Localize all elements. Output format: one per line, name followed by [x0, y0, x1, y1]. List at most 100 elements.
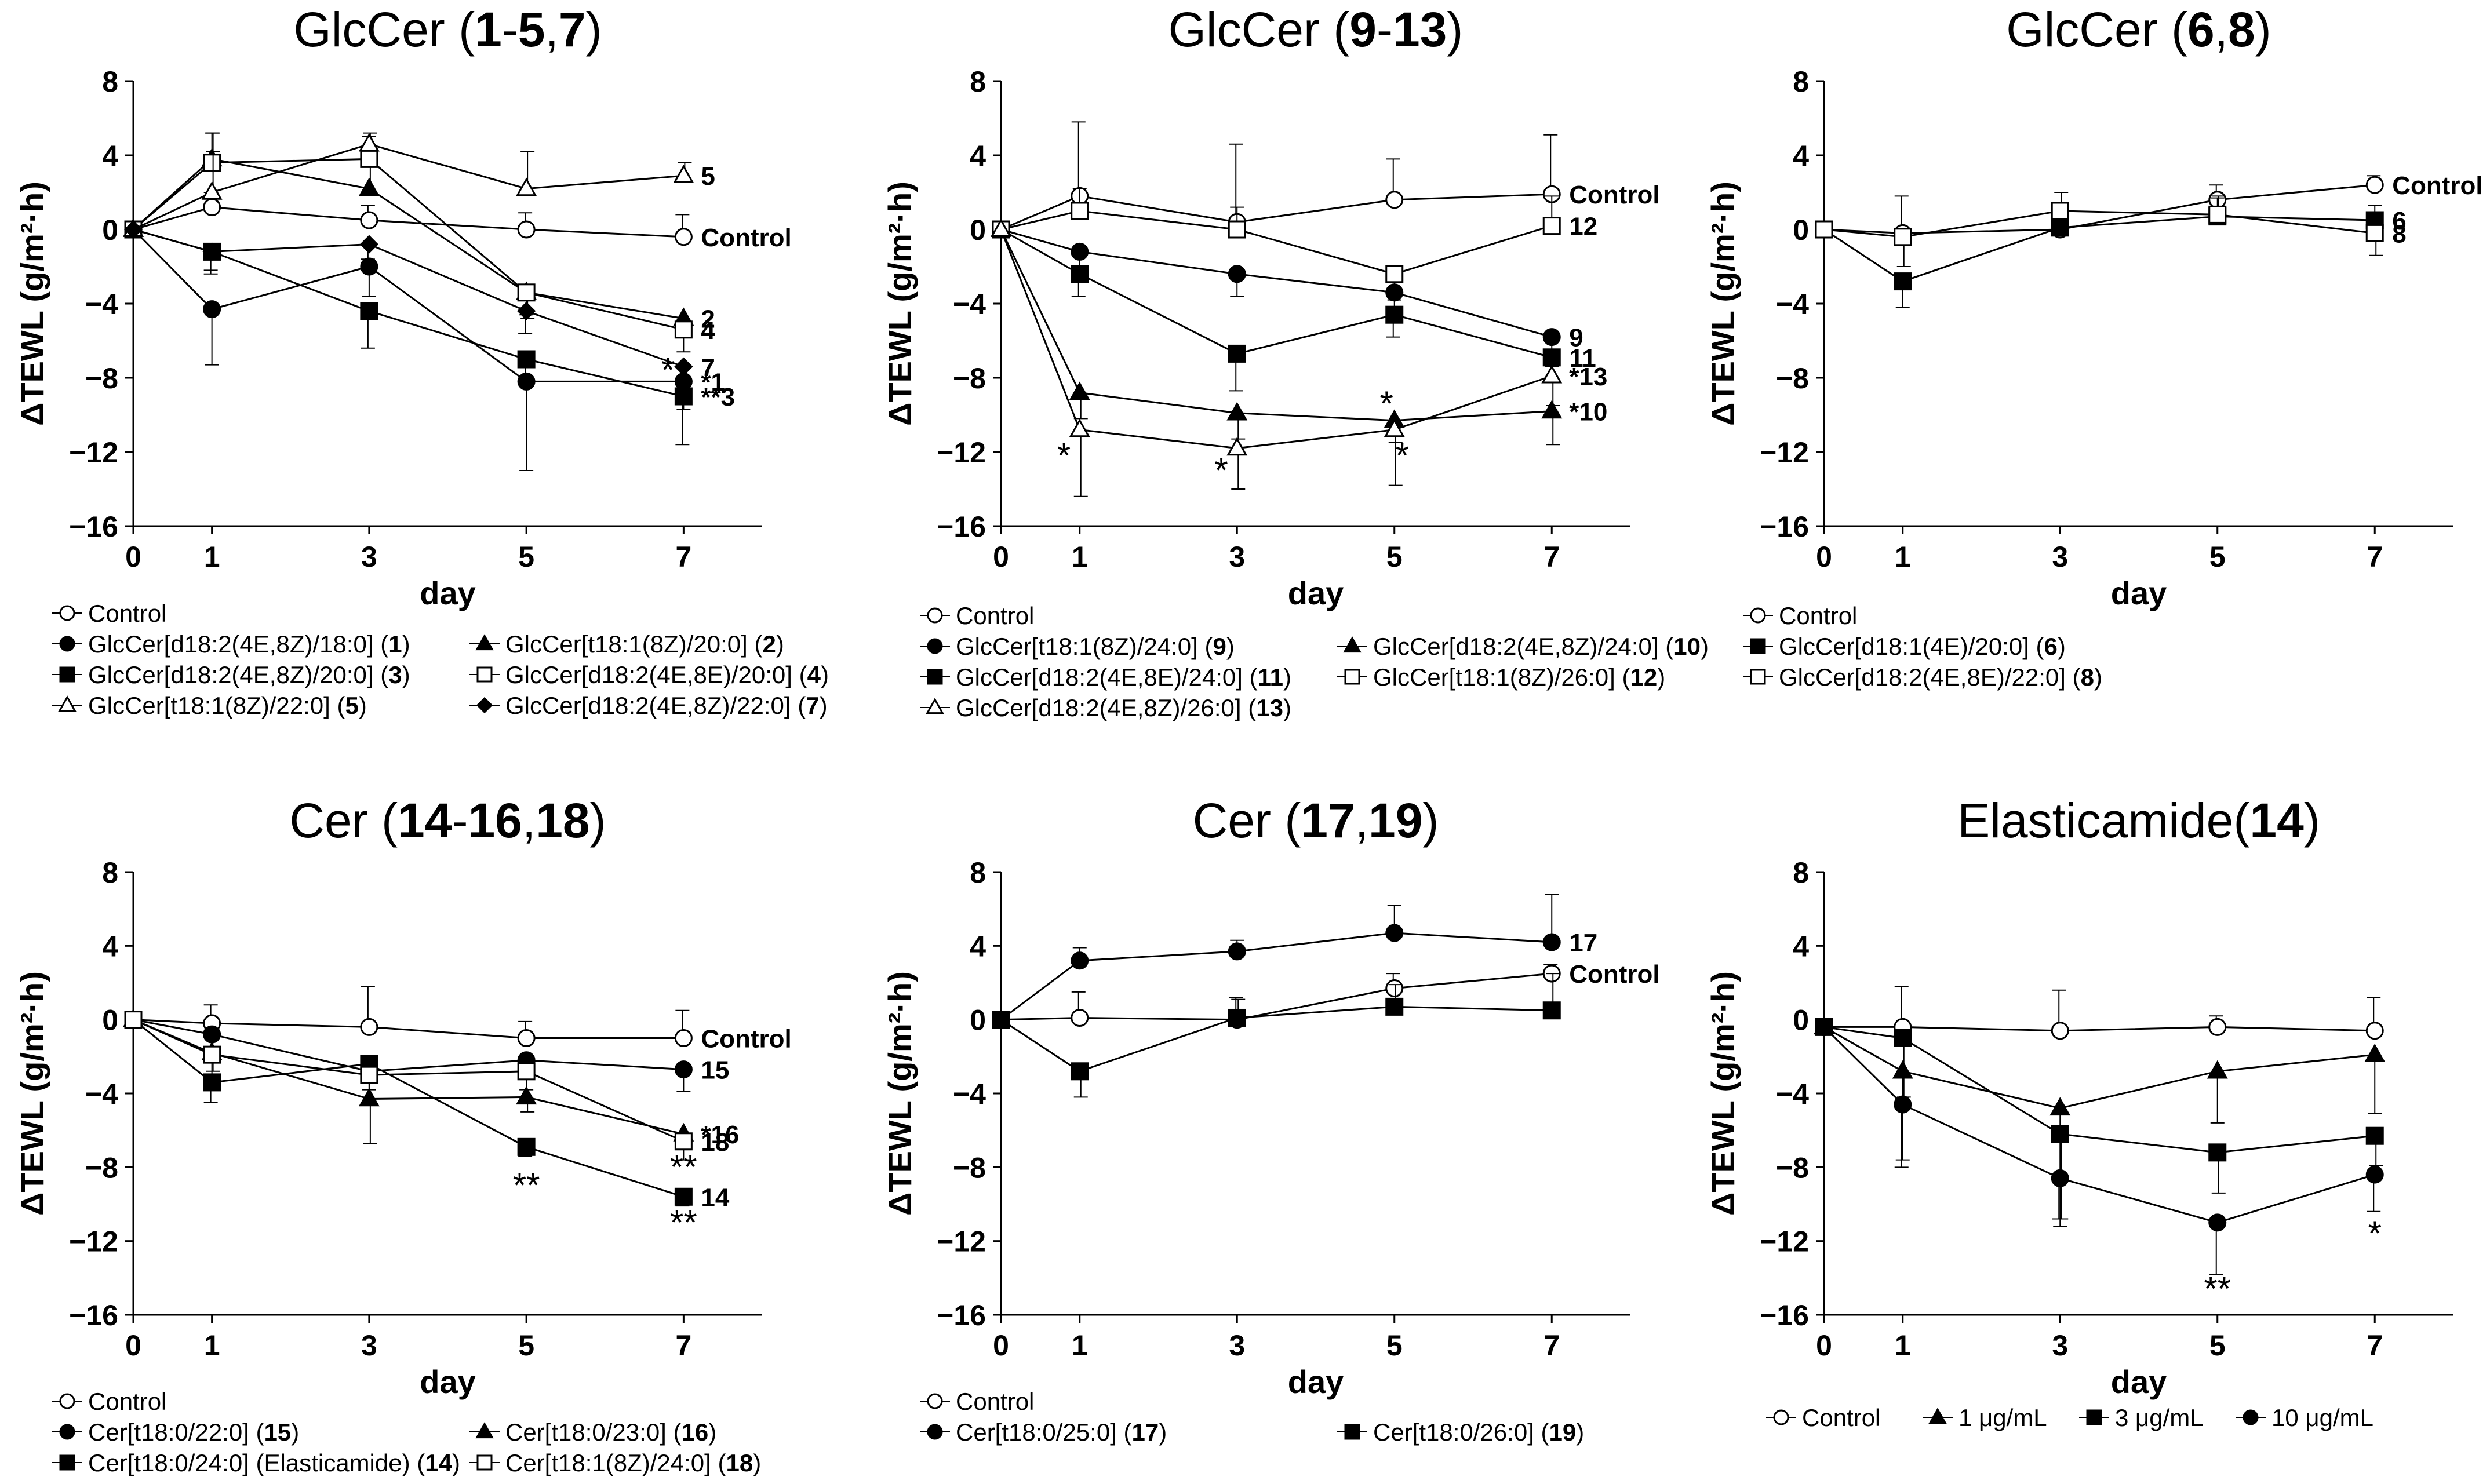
chart-title-text: GlcCer ( — [2006, 2, 2187, 57]
legend-label-text: Cer[t18:0/23:0] — [505, 1419, 667, 1446]
series-Control: Control — [124, 986, 792, 1053]
chart-panel-6: Elasticamide(14)840−4−8−12−160 1 3 5 7dayΔTE… — [1705, 793, 2453, 1431]
data-point — [124, 1011, 143, 1029]
y-tick-label: 0 — [1793, 1004, 1809, 1037]
legend-label-text: 1 μg/mL — [1958, 1404, 2047, 1431]
legend-marker — [59, 1454, 75, 1471]
legend-marker — [927, 638, 943, 654]
legend-label-paren: ( — [374, 630, 389, 658]
legend-marker — [476, 666, 493, 683]
data-point — [1226, 402, 1248, 421]
legend-label: GlcCer[d18:1(4E)/20:0] (6) — [1779, 633, 2066, 660]
legend-label-paren: ) — [2094, 663, 2102, 691]
series-8: 8 — [1815, 192, 2407, 267]
data-point — [201, 181, 223, 200]
legend-label-text: 3 μg/mL — [2115, 1404, 2204, 1431]
data-point — [517, 1062, 536, 1081]
y-tick-label: −8 — [953, 362, 986, 395]
y-tick-label: 4 — [1793, 930, 1809, 962]
legend-compound-number: 10 — [1673, 633, 1701, 660]
legend-label: Control — [956, 602, 1034, 629]
data-point — [2365, 176, 2384, 194]
legend-marker — [1344, 669, 1360, 685]
legend-label-paren: ) — [1283, 694, 1291, 721]
data-point — [1815, 220, 1833, 239]
legend-item: Control — [52, 1388, 166, 1415]
x-axis-label: day — [2111, 575, 2167, 611]
legend-label-paren: ) — [1576, 1419, 1584, 1446]
legend-label: Cer[t18:0/23:0] (16) — [505, 1419, 716, 1446]
chart-title-text: ) — [2255, 2, 2271, 57]
legend-label: Control — [956, 1388, 1034, 1415]
data-point — [2051, 1169, 2069, 1187]
y-tick-label: −16 — [937, 1299, 986, 1332]
legend-label-text: Cer[t18:0/26:0] — [1373, 1419, 1534, 1446]
x-tick-label: 5 — [2209, 541, 2226, 573]
y-tick-label: 4 — [970, 930, 986, 962]
y-axis-label: ΔTEWL (g/m²·h) — [1705, 181, 1741, 426]
legend-marker — [1773, 1409, 1789, 1425]
y-tick-label: 8 — [102, 856, 118, 889]
chart-title-text: GlcCer ( — [1168, 2, 1350, 57]
data-point — [2365, 1126, 2384, 1145]
series-11: 11 — [992, 220, 1596, 392]
legend-label: GlcCer[d18:2(4E,8E)/20:0] (4) — [505, 661, 829, 688]
chart-panel-2: GlcCer (9-13)840−4−8−12−160 1 3 5 7dayΔTEWL … — [882, 2, 1709, 721]
y-axis-label: ΔTEWL (g/m²·h) — [14, 181, 50, 426]
legend-marker — [59, 605, 75, 621]
legend-marker — [927, 1393, 943, 1409]
data-point — [1385, 265, 1404, 283]
chart-title-part: 13 — [1393, 2, 1447, 57]
legend-marker — [1750, 607, 1766, 624]
series-end-label: 18 — [701, 1128, 729, 1157]
series-end-label: 11 — [1569, 344, 1596, 373]
legend-item: GlcCer[d18:2(4E,8Z)/26:0] (13) — [920, 694, 1291, 721]
legend-item: GlcCer[t18:1(8Z)/22:0] (5) — [52, 692, 367, 719]
x-tick-label: 0 — [125, 541, 141, 573]
legend-item: GlcCer[d18:2(4E,8Z)/20:0] (3) — [52, 661, 410, 688]
significance-mark: * — [661, 351, 675, 389]
legend-compound-number: 4 — [807, 661, 821, 688]
x-tick-label: 3 — [1229, 1329, 1245, 1362]
chart-title-text: Cer ( — [289, 793, 398, 848]
legend-label: GlcCer[d18:2(4E,8Z)/24:0] (10) — [1373, 633, 1709, 660]
legend-label-paren: ( — [1534, 1419, 1549, 1446]
legend-label-paren: ) — [753, 1449, 761, 1476]
series-end-label: Control — [701, 1025, 791, 1053]
y-tick-label: 0 — [970, 1004, 986, 1037]
legend-marker — [927, 607, 943, 624]
x-tick-label: 0 — [1816, 541, 1832, 573]
y-axis-label: ΔTEWL (g/m²·h) — [882, 971, 918, 1216]
legend-marker — [927, 1424, 943, 1440]
series-end-label: 2 — [701, 305, 715, 334]
x-tick-label: 5 — [518, 541, 534, 573]
data-point — [1071, 951, 1089, 970]
legend-label-paren: ) — [820, 692, 828, 719]
x-tick-label: 3 — [2052, 1329, 2068, 1362]
y-tick-label: 0 — [102, 214, 118, 246]
data-point — [674, 228, 693, 246]
data-point — [1384, 418, 1405, 437]
series-line — [1000, 210, 1552, 275]
chart-title-part: , — [2215, 2, 2228, 57]
data-point — [360, 1018, 378, 1036]
x-tick-label: 0 — [125, 1329, 141, 1362]
chart-title-text: ) — [1422, 793, 1439, 848]
chart-title-text: ) — [590, 793, 606, 848]
data-point — [1541, 364, 1563, 384]
chart-title-text: ) — [2304, 793, 2320, 848]
chart-title-part: , — [522, 793, 536, 848]
legend-marker — [58, 695, 77, 712]
chart-title-part: 7 — [559, 2, 586, 57]
legend-label: GlcCer[d18:2(4E,8Z)/22:0] (7) — [505, 692, 828, 719]
legend-label-text: Control — [956, 602, 1034, 629]
legend-label-paren: ( — [1659, 633, 1674, 660]
legend-marker — [476, 1454, 493, 1471]
chart-title-part: 5 — [518, 2, 545, 57]
data-point — [203, 300, 221, 319]
legend-label-paren: ( — [1242, 694, 1257, 721]
legend-compound-number: 16 — [682, 1419, 709, 1446]
legend-label: Control — [1779, 602, 1857, 629]
data-point — [674, 357, 693, 376]
